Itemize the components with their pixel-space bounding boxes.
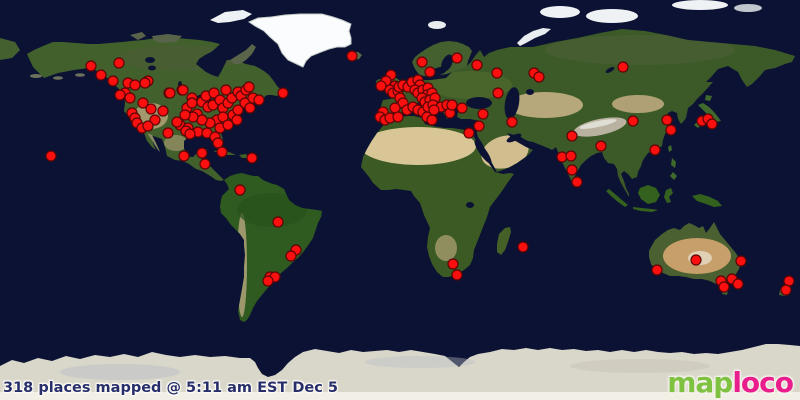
visitor-marker: [665, 124, 677, 136]
visitor-marker: [565, 150, 577, 162]
visitor-marker: [234, 184, 246, 196]
visitor-marker: [113, 57, 125, 69]
visitor-marker: [179, 109, 191, 121]
visitor-marker: [222, 119, 234, 131]
visitor-marker: [533, 71, 545, 83]
visitor-marker: [426, 114, 438, 126]
visitor-marker: [732, 278, 744, 290]
visitor-marker: [186, 97, 198, 109]
visitor-marker: [447, 258, 459, 270]
visitor-marker: [491, 67, 503, 79]
visitor-marker: [424, 66, 436, 78]
maploco-logo[interactable]: maploco: [667, 366, 794, 400]
visitor-marker: [463, 127, 475, 139]
visitor-marker: [451, 269, 463, 281]
visitor-marker: [107, 75, 119, 87]
visitor-marker: [285, 250, 297, 262]
visitor-marker: [139, 77, 151, 89]
visitor-marker: [780, 284, 792, 296]
visitor-marker: [246, 152, 258, 164]
visitor-marker: [661, 114, 673, 126]
visitor-marker: [171, 116, 183, 128]
visitor-marker: [595, 140, 607, 152]
visitor-marker: [651, 264, 663, 276]
visitor-marker: [114, 89, 126, 101]
visitor-marker: [232, 104, 244, 116]
visitor-marker: [477, 108, 489, 120]
visitor-marker: [649, 144, 661, 156]
visitor-marker: [164, 87, 176, 99]
visitor-marker: [178, 150, 190, 162]
visitor-marker: [492, 87, 504, 99]
visitor-marker: [617, 61, 629, 73]
visitor-marker: [566, 130, 578, 142]
logo-map-text: map: [667, 366, 733, 400]
visitor-marker: [137, 97, 149, 109]
visitor-marker: [428, 104, 440, 116]
visitor-marker: [392, 111, 404, 123]
visitor-marker: [95, 69, 107, 81]
visitor-marker: [196, 147, 208, 159]
visitor-marker: [45, 150, 57, 162]
visitor-marker: [517, 241, 529, 253]
visitor-marker: [346, 50, 358, 62]
logo-loco-text: loco: [732, 366, 794, 400]
visitor-marker: [375, 80, 387, 92]
visitor-marker: [231, 114, 243, 126]
visitor-marker: [208, 87, 220, 99]
visitor-marker: [184, 128, 196, 140]
visitor-marker: [129, 79, 141, 91]
visitor-marker: [177, 84, 189, 96]
visitor-marker: [244, 102, 256, 114]
visitor-marker: [243, 81, 255, 93]
visitor-marker: [157, 105, 169, 117]
visitor-marker: [85, 60, 97, 72]
visitor-marker: [272, 216, 284, 228]
markers-layer: [45, 50, 795, 296]
visitor-marker: [145, 103, 157, 115]
visitor-marker: [142, 120, 154, 132]
visitor-marker: [627, 115, 639, 127]
visitor-marker: [124, 92, 136, 104]
visitor-marker: [149, 114, 161, 126]
visitor-marker: [199, 158, 211, 170]
visitor-marker: [571, 176, 583, 188]
visitor-marker: [718, 281, 730, 293]
visitor-marker: [253, 94, 265, 106]
visitor-marker: [566, 164, 578, 176]
visitor-marker: [212, 137, 224, 149]
visitor-marker: [506, 116, 518, 128]
visitor-marker: [456, 102, 468, 114]
visitor-marker: [277, 87, 289, 99]
visitor-marker: [262, 275, 274, 287]
visitor-marker: [706, 118, 718, 130]
visitor-marker: [690, 254, 702, 266]
visitor-marker: [216, 146, 228, 158]
visitor-marker: [471, 59, 483, 71]
visitor-marker: [162, 127, 174, 139]
visitor-marker: [451, 52, 463, 64]
visitor-marker: [446, 99, 458, 111]
visitor-marker: [473, 120, 485, 132]
visitor-marker: [735, 255, 747, 267]
visitor-marker: [220, 84, 232, 96]
status-text: 318 places mapped @ 5:11 am EST Dec 5: [3, 380, 338, 396]
visitor-marker: [416, 56, 428, 68]
